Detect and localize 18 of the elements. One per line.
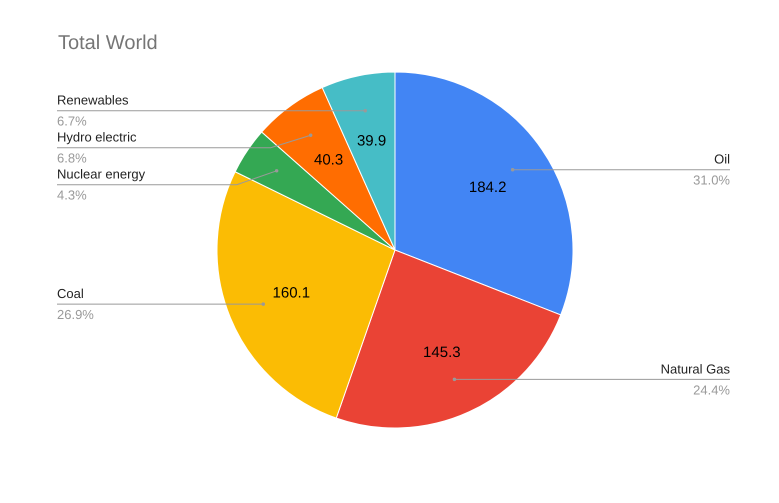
text: 31.0% — [693, 172, 730, 188]
slice-label: Hydro electric — [57, 130, 137, 145]
text: 26.9% — [57, 307, 94, 322]
slice-label: Renewables — [57, 92, 130, 108]
slice-label: Oil — [714, 152, 730, 167]
data-label: 184.2 — [468, 178, 506, 196]
text: 4.3% — [57, 188, 88, 203]
text: 6.7% — [57, 114, 88, 129]
slice-label: Coal — [57, 286, 84, 302]
chart-title: Total World — [58, 32, 158, 54]
data-label: 145.3 — [423, 344, 461, 361]
slice-label: Nuclear energy — [57, 166, 146, 182]
data-label: 160.1 — [272, 284, 310, 302]
data-label: 39.9 — [356, 132, 386, 150]
data-label: 40.3 — [314, 152, 344, 169]
slice-label: Natural Gas — [660, 361, 730, 376]
text: 24.4% — [693, 382, 730, 398]
text: 6.8% — [57, 150, 88, 166]
